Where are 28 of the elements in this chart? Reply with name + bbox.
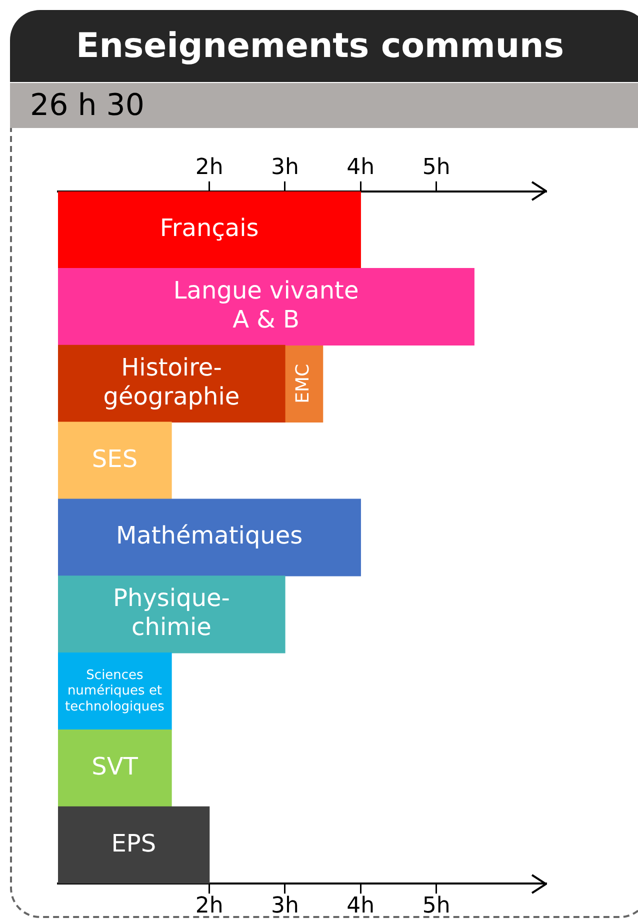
bar [58, 498, 361, 576]
bar [58, 422, 172, 500]
y-tick-label: Français [160, 214, 259, 242]
y-tick-label: Langue vivante A & B [173, 276, 359, 334]
series-label: EMC [292, 364, 314, 404]
x2-tick-label: 4h [346, 894, 375, 919]
x2-tick-label: 2h [195, 894, 224, 919]
x-tick-label: 5h [422, 154, 450, 180]
y-tick-label: Mathématiques [116, 522, 303, 550]
y-tick-label: EPS [111, 829, 156, 858]
y-tick-label: Sciences numériques et technologiques [65, 668, 165, 714]
y-tick-label: Physique-chimie [113, 584, 230, 642]
x2-tick-label: 3h [271, 894, 299, 919]
bar [58, 729, 172, 808]
x-tick-label: 3h [271, 154, 299, 180]
bar [58, 191, 361, 269]
chart-title: Enseignements communs [10, 10, 638, 82]
x2-tick-label: 5h [422, 894, 450, 919]
x-tick-label: 4h [346, 154, 375, 180]
y-tick-label: SVT [92, 752, 138, 780]
x-tick-label: 2h [195, 154, 224, 180]
y-tick-label: SES [92, 444, 138, 473]
bar [58, 806, 210, 884]
bar [58, 344, 286, 422]
chart-subtitle: 26 h 30 [10, 83, 638, 128]
y-tick-label: Histoire-géographie [103, 354, 240, 410]
bar [58, 576, 286, 654]
bar [58, 268, 474, 346]
